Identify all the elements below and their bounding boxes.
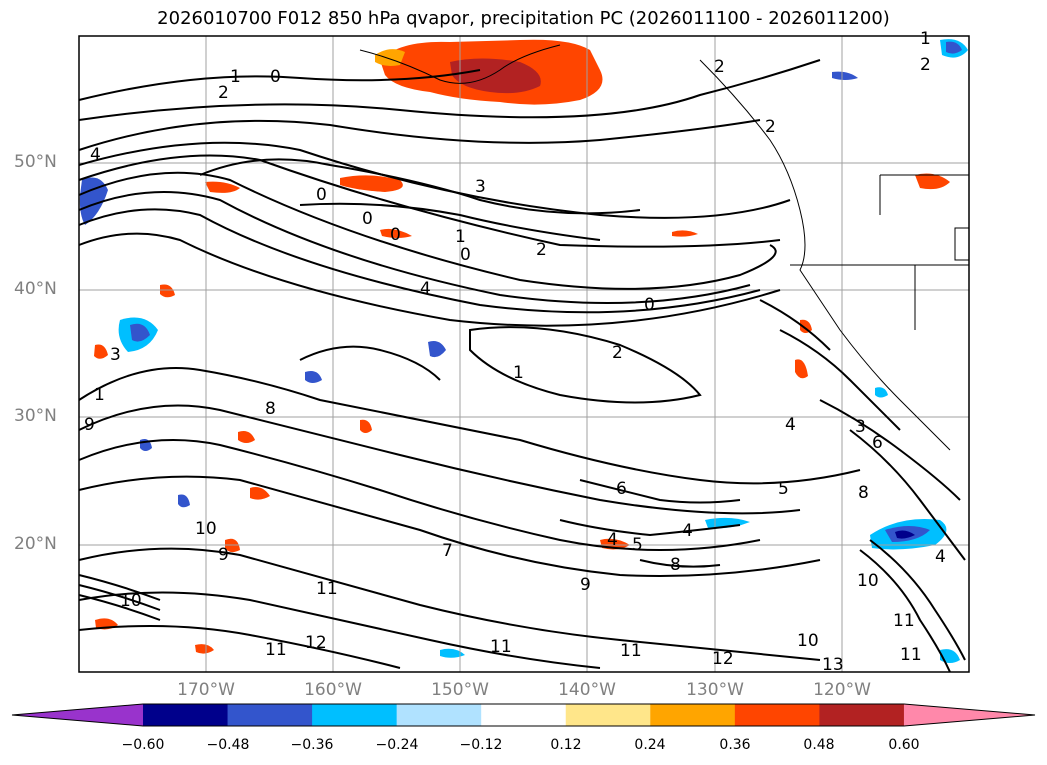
contour-label: 6 [872, 433, 883, 453]
contour-label: 4 [682, 521, 693, 541]
figure-title: 2026010700 F012 850 hPa qvapor, precipit… [157, 8, 890, 29]
contour-label: 9 [580, 575, 591, 595]
contour-label: 12 [712, 649, 734, 669]
colorbar-swatch [481, 704, 567, 726]
colorbar-swatch [227, 704, 313, 726]
contour-label: 10 [195, 519, 217, 539]
colorbar-tick: −0.60 [121, 737, 165, 753]
qvapor-contours [78, 59, 966, 673]
colorbar-swatch [650, 704, 736, 726]
contour-label: 1 [94, 385, 105, 405]
contour-label: 9 [218, 545, 229, 565]
contour-label: 11 [893, 611, 915, 631]
colorbar-tick: 0.24 [634, 737, 666, 753]
colorbar-tick: −0.24 [375, 737, 419, 753]
contour-label: 11 [620, 641, 642, 661]
contour-label: 9 [84, 415, 95, 435]
colorbar-outline [11, 703, 1036, 727]
colorbar-swatches [11, 703, 1036, 727]
contour-label: 12 [305, 633, 327, 653]
lon-label: 130°W [686, 680, 744, 700]
lat-label: 40°N [14, 279, 57, 299]
colorbar-swatch [312, 704, 398, 726]
colorbar-tick: 0.48 [803, 737, 835, 753]
contour-label: 1 [230, 67, 241, 87]
contour-label: 10 [857, 571, 879, 591]
contour-label: 1 [455, 227, 466, 247]
contour-labels: 0 1 2 2 2 1 2 4 3 0 0 0 1 0 2 4 0 2 1 3 … [84, 29, 946, 675]
contour-label: 2 [612, 343, 623, 363]
contour-label: 0 [390, 225, 401, 245]
contour-label: 6 [616, 479, 627, 499]
colorbar-tick: −0.12 [459, 737, 503, 753]
contour-label: 13 [822, 655, 844, 675]
contour-label: 4 [420, 279, 431, 299]
lon-label: 160°W [304, 680, 362, 700]
contour-label: 7 [442, 541, 453, 561]
contour-label: 4 [607, 530, 618, 550]
colorbar-extend-max [903, 704, 1035, 726]
contour-label: 4 [785, 415, 796, 435]
contour-label: 8 [858, 483, 869, 503]
contour-label: 3 [475, 177, 486, 197]
contour-label: 2 [714, 57, 725, 77]
precip-patch-alaska-core [450, 58, 541, 94]
colorbar-extend-min [12, 704, 143, 726]
contour-label: 8 [265, 399, 276, 419]
contour-label: 0 [644, 295, 655, 315]
colorbar-swatch [734, 704, 820, 726]
contour-label: 3 [855, 417, 866, 437]
lon-label: 170°W [177, 680, 235, 700]
coastline [359, 44, 970, 451]
lat-label: 30°N [14, 406, 57, 426]
colorbar-tick: 0.60 [888, 737, 920, 753]
lat-label: 50°N [14, 152, 57, 172]
contour-label: 2 [536, 240, 547, 260]
colorbar-tick: −0.48 [206, 737, 250, 753]
colorbar-tick: 0.36 [719, 737, 751, 753]
map-panel: 0 1 2 2 2 1 2 4 3 0 0 0 1 0 2 4 0 2 1 3 … [78, 29, 970, 675]
precip-shading [79, 39, 968, 663]
colorbar-swatch [396, 704, 482, 726]
contour-label: 11 [490, 637, 512, 657]
map-frame [78, 35, 970, 673]
colorbar-swatch [565, 704, 651, 726]
lon-label: 120°W [813, 680, 871, 700]
contour-label: 2 [765, 117, 776, 137]
contour-label: 5 [778, 479, 789, 499]
contour-label: 10 [797, 631, 819, 651]
contour-label: 2 [218, 83, 229, 103]
contour-label: 8 [670, 555, 681, 575]
colorbar-tick: −0.36 [290, 737, 334, 753]
contour-label: 3 [110, 345, 121, 365]
contour-label: 4 [935, 547, 946, 567]
contour-label: 10 [120, 591, 142, 611]
contour-label: 0 [270, 67, 281, 87]
contour-label: 4 [90, 145, 101, 165]
contour-label: 0 [460, 245, 471, 265]
contour-label: 0 [362, 209, 373, 229]
colorbar-swatch [819, 704, 905, 726]
contour-label: 1 [920, 29, 931, 49]
lon-label: 150°W [431, 680, 489, 700]
contour-label: 1 [513, 363, 524, 383]
precip-patch-west-blue [79, 177, 108, 225]
lon-label: 140°W [558, 680, 616, 700]
contour-label: 11 [316, 579, 338, 599]
contour-label: 2 [920, 55, 931, 75]
contour-label: 11 [265, 640, 287, 660]
colorbar-tick: 0.12 [550, 737, 582, 753]
contour-label: 5 [632, 535, 643, 555]
lat-label: 20°N [14, 534, 57, 554]
contour-label: 11 [900, 645, 922, 665]
map-background [79, 36, 969, 672]
contour-label: 0 [316, 185, 327, 205]
colorbar-swatch [143, 704, 229, 726]
